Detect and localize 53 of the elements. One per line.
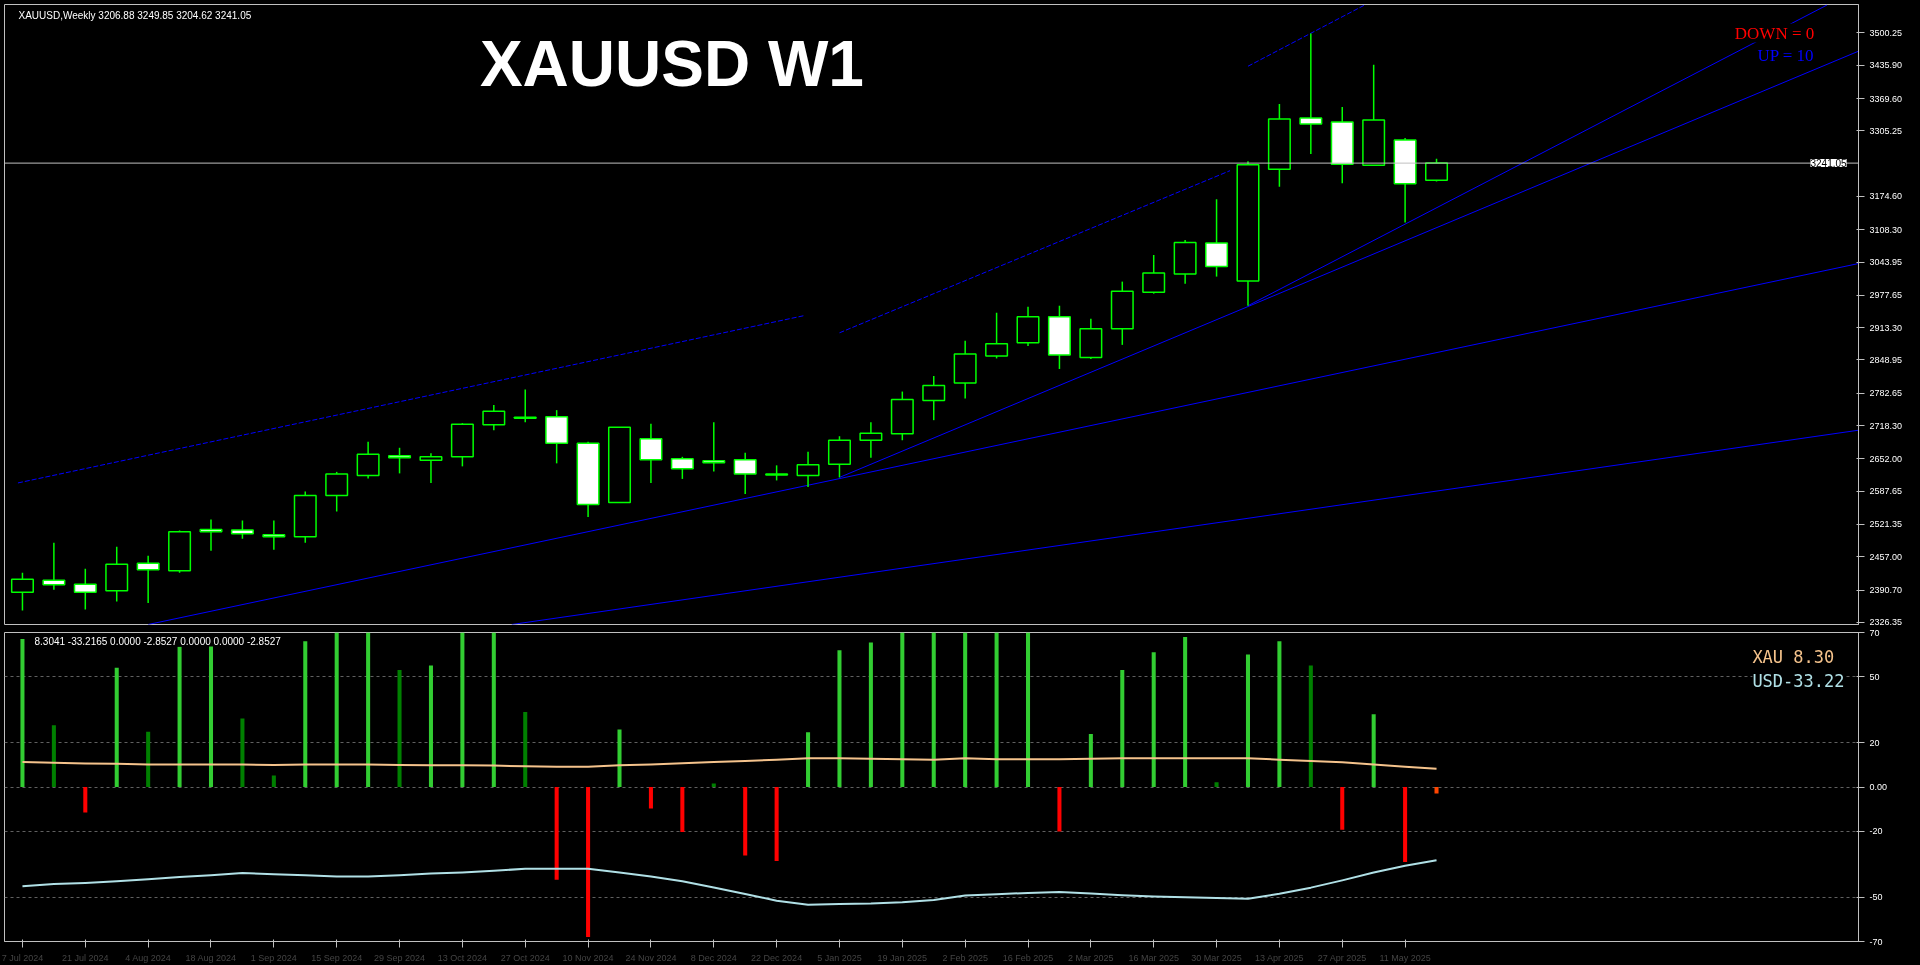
y-tick-label: 2521.35 <box>1869 519 1903 530</box>
annotation: UP = 10 <box>1757 45 1814 65</box>
y-tick-label: 3500.25 <box>1869 27 1903 38</box>
y-tick-label: 2457.00 <box>1869 551 1903 562</box>
x-tick-label: 24 Nov 2024 <box>625 952 677 963</box>
y-tick-label: 2326.35 <box>1869 617 1903 628</box>
chart-title: XAUUSD W1 <box>479 27 864 100</box>
text: USD-33.22 <box>1752 670 1845 691</box>
x-tick-label: 1 Sep 2024 <box>250 952 297 963</box>
x-tick-label: 2 Mar 2025 <box>1068 952 1114 963</box>
x-tick-label: 13 Oct 2024 <box>437 952 487 963</box>
y-tick-label: 2848.95 <box>1869 354 1903 365</box>
y-tick-label: 3043.95 <box>1869 257 1903 268</box>
y-tick-label: 2390.70 <box>1869 585 1903 596</box>
y-tick-label: 70 <box>1869 627 1880 638</box>
x-tick-label: 5 Jan 2025 <box>817 952 862 963</box>
y-tick-label: 2587.65 <box>1869 486 1903 497</box>
y-tick-label: -50 <box>1869 892 1883 903</box>
y-tick-label: 2718.30 <box>1869 420 1903 431</box>
x-tick-label: 4 Aug 2024 <box>125 952 171 963</box>
x-tick-label: 16 Mar 2025 <box>1128 952 1179 963</box>
x-tick-label: 11 May 2025 <box>1379 952 1431 963</box>
y-tick-label: 3108.30 <box>1869 224 1903 235</box>
y-tick-label: 2652.00 <box>1869 453 1903 464</box>
y-tick-label: 0.00 <box>1869 782 1888 792</box>
text: XAUUSD,Weekly 3206.88 3249.85 3204.62 3241.05 <box>18 9 252 21</box>
y-tick-label: -20 <box>1869 826 1883 837</box>
x-tick-label: 21 Jul 2024 <box>62 952 109 963</box>
x-tick-label: 15 Sep 2024 <box>311 952 363 963</box>
y-tick-label: 2782.65 <box>1869 388 1903 399</box>
x-tick-label: 16 Feb 2025 <box>1002 952 1054 963</box>
x-tick-label: 22 Dec 2024 <box>751 952 803 963</box>
y-tick-label: 3305.25 <box>1869 125 1903 136</box>
x-tick-label: 10 Nov 2024 <box>562 952 614 963</box>
y-tick-label: 20 <box>1869 737 1880 748</box>
y-tick-label: 3174.60 <box>1869 191 1903 202</box>
x-tick-label: 18 Aug 2024 <box>185 952 237 963</box>
x-tick-label: 19 Jan 2025 <box>877 952 928 963</box>
y-tick-label: 3369.60 <box>1869 93 1903 104</box>
y-tick-label: 50 <box>1869 671 1880 682</box>
x-tick-label: 29 Sep 2024 <box>374 952 426 963</box>
y-tick-label: -70 <box>1869 936 1883 947</box>
x-tick-label: 30 Mar 2025 <box>1191 952 1242 963</box>
y-tick-label: 3435.90 <box>1869 60 1903 71</box>
annotation: DOWN = 0 <box>1734 23 1815 43</box>
text: XAU 8.30 <box>1752 646 1835 667</box>
ref-line-label: 3241.05 <box>1810 158 1848 170</box>
x-tick-label: 2 Feb 2025 <box>942 952 988 963</box>
y-tick-label: 2913.30 <box>1869 322 1903 333</box>
annotation: 8.3041 -33.2165 0.0000 -2.8527 0.0000 0.0000 -2.8527 <box>34 635 282 647</box>
x-tick-label: 7 Jul 2024 <box>1 952 44 963</box>
y-tick-label: 2977.65 <box>1869 290 1903 301</box>
x-tick-label: 27 Oct 2024 <box>500 952 550 963</box>
